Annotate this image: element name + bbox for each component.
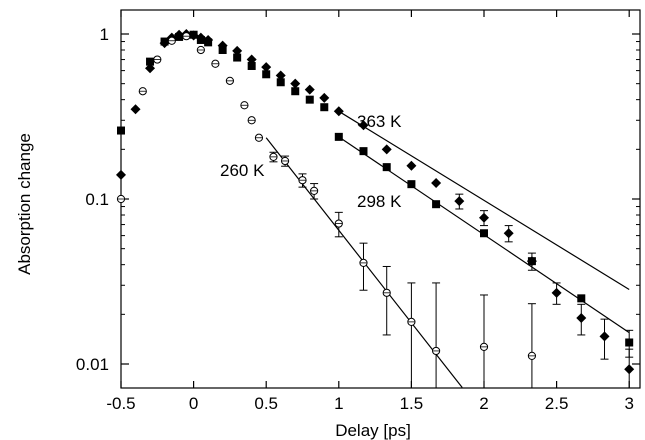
data-point-diamond [290,78,301,89]
y-axis-title: Absorption change [15,133,34,275]
data-point-diamond [503,228,514,239]
y-tick-label: 0.01 [76,355,109,374]
data-point-diamond [406,160,417,171]
data-markers [116,29,635,375]
data-point-diamond [232,45,243,56]
data-point-square [382,163,391,172]
data-point-square [625,338,634,347]
annotation-260k: 260 K [220,161,265,180]
data-point-diamond [551,287,562,298]
y-tick-label: 0.1 [85,190,109,209]
x-tick-label: 3 [624,394,633,413]
fit-lines [265,110,630,388]
fit-line [338,110,630,290]
data-point-square [146,57,155,66]
data-point-diamond [599,331,610,342]
annotation-298k: 298 K [357,192,402,211]
data-point-square [175,32,184,41]
data-point-diamond [358,120,369,131]
data-point-square [359,147,368,156]
data-point-diamond [333,106,344,117]
data-point-diamond [261,62,272,73]
data-point-diamond [431,178,442,189]
x-tick-label: 0.5 [254,394,278,413]
data-point-square [334,132,343,141]
data-point-square [262,70,271,79]
x-tick-label: -0.5 [106,394,135,413]
annotation-363k: 363 K [357,112,402,131]
x-axis-title: Delay [ps] [335,421,411,440]
data-point-square [527,257,536,266]
x-tick-label: 0 [189,394,198,413]
data-point-diamond [304,84,315,95]
x-tick-label: 2 [479,394,488,413]
data-point-square [291,87,300,96]
data-point-square [189,30,198,39]
data-point-square [276,78,285,87]
data-point-square [117,126,125,135]
data-point-square [320,103,329,112]
x-tick-label: 1.5 [400,394,424,413]
y-axis: 0.01 0.1 1 [76,25,640,374]
data-point-square [407,180,416,189]
data-point-square [218,45,227,54]
data-point-square [432,200,441,209]
y-tick-label: 1 [100,25,109,44]
data-point-square [204,38,213,47]
data-point-diamond [576,313,587,324]
x-axis: -0.5 0 0.5 1 1.5 2 2.5 3 [106,10,634,413]
data-point-diamond [145,63,156,74]
data-point-diamond [116,169,126,180]
data-point-diamond [454,196,465,207]
data-point-square [247,61,256,70]
data-point-diamond [479,212,489,223]
data-point-diamond [381,144,392,155]
data-point-square [577,294,586,303]
data-point-diamond [624,364,635,375]
x-tick-label: 1 [334,394,343,413]
x-tick-label: 2.5 [545,394,569,413]
data-point-diamond [319,92,330,103]
data-point-square [480,229,488,238]
data-point-diamond [275,70,286,81]
data-point-square [233,53,242,62]
data-point-diamond [130,104,141,115]
data-point-square [196,35,205,44]
data-point-square [305,95,314,104]
data-point-square [160,37,169,46]
